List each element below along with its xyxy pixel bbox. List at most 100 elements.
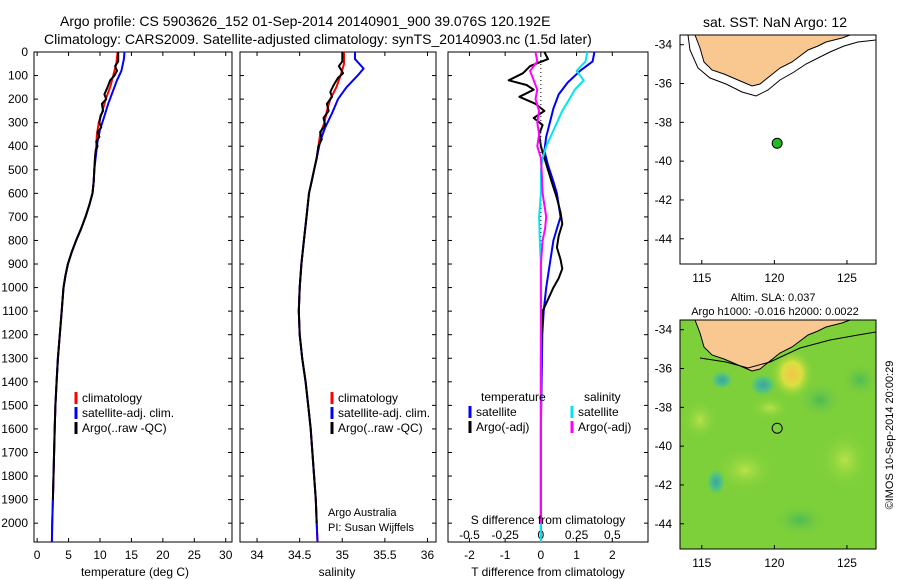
depth-tick-label: 400	[8, 139, 28, 153]
temp-xtick-label: 20	[156, 548, 170, 562]
diff-xtick-label: 1	[573, 548, 580, 562]
depth-tick-label: 1500	[1, 398, 28, 412]
diff-series-temperature-argo-adj-	[507, 51, 564, 524]
temp-legend-label: climatology	[82, 391, 142, 405]
salinity-xlabel: salinity	[319, 565, 356, 579]
location-map-shelf-contour	[687, 35, 876, 97]
location-map-panel: sat. SST: NaN Argo: 12 115 120 125 -34 -36 -3…	[655, 14, 877, 285]
difference-xlabel: T difference from climatology	[471, 565, 625, 579]
temp-xtick-label: 30	[219, 548, 233, 562]
map-ytick-label: -44	[655, 232, 673, 246]
depth-tick-label: 100	[8, 69, 28, 83]
sla-blob-lime-2	[820, 430, 870, 490]
map-xtick-label: 115	[692, 271, 711, 285]
map-ytick-label: -42	[655, 478, 673, 492]
sal-xtick-label: 35.5	[373, 548, 397, 562]
sla-blob-cool-1	[749, 373, 777, 397]
sla-blob-dark-1	[796, 380, 844, 420]
location-map-frame	[679, 34, 877, 265]
diff-xtick-label: -1	[500, 548, 511, 562]
depth-tick-label: 500	[8, 163, 28, 177]
depth-tick-label: 0	[21, 45, 28, 59]
sal-plot-frame	[239, 51, 437, 543]
diff-top-xtick-label: -0.25	[491, 528, 519, 542]
map-ytick-label: -44	[655, 517, 673, 531]
diff-legend-label: Argo(-adj)	[578, 420, 631, 434]
diff-series-salinity-argo-adj-	[529, 51, 548, 524]
map-xtick-label: 120	[764, 271, 784, 285]
temp-xtick-label: 25	[188, 548, 202, 562]
salinity-annotation-org: Argo Australia	[328, 507, 397, 519]
diff-xtick-label: 0	[538, 548, 545, 562]
depth-tick-label: 200	[8, 92, 28, 106]
sla-map-land	[694, 320, 851, 372]
temp-xtick-label: 10	[93, 548, 107, 562]
figure-title-line1: Argo profile: CS 5903626_152 01-Sep-2014…	[60, 13, 550, 29]
argo-location-marker	[771, 137, 783, 149]
sla-blob-dark-2	[770, 502, 830, 538]
diff-legend-label: satellite	[578, 405, 619, 419]
sal-xtick-label: 34.5	[288, 548, 312, 562]
depth-tick-label: 1700	[1, 445, 28, 459]
sal-legend-label: Argo(..raw -QC)	[338, 421, 423, 435]
sal-series-argo-raw-qc-	[297, 52, 345, 524]
temp-plot-frame	[33, 51, 233, 543]
salinity-panel: 34 34.5 35 35.5 36 climatologysatellite-adj. …	[239, 51, 437, 562]
map-ytick-label: -34	[655, 38, 673, 52]
map-ytick-label: -36	[655, 77, 673, 91]
map-xtick-label: 125	[837, 271, 857, 285]
map-ytick-label: -36	[655, 362, 673, 376]
map-xtick-label: 115	[692, 556, 711, 570]
difference-top-xlabel: S difference from climatology	[471, 513, 626, 527]
map-ytick-label: -34	[655, 323, 673, 337]
temp-series-argo-raw-qc-	[51, 52, 120, 500]
location-map-land	[694, 35, 851, 87]
temperature-panel: 0100200300400500600700800900100011001200…	[1, 45, 232, 562]
sla-blob-lime-3	[750, 396, 790, 420]
sla-title-line2: Argo h1000: -0.016 h2000: 0.0022	[691, 306, 859, 318]
figure-title-line2: Climatology: CARS2009. Satellite-adjuste…	[44, 31, 592, 47]
argo-location-marker	[771, 422, 783, 434]
sla-title-line1: Altim. SLA: 0.037	[731, 292, 816, 304]
sal-legend-label: climatology	[338, 391, 398, 405]
map-ytick-label: -38	[655, 115, 673, 129]
sla-map-panel: Altim. SLA: 0.037 Argo h1000: -0.016 h20…	[655, 292, 896, 570]
diff-legend-label: satellite	[476, 405, 517, 419]
depth-tick-label: 300	[8, 116, 28, 130]
map-ytick-label: -38	[655, 400, 673, 414]
diff-series-salinity-satellite	[538, 51, 589, 542]
map-ytick-label: -42	[655, 193, 673, 207]
temperature-xlabel: temperature (deg C)	[81, 565, 189, 579]
diff-top-xtick-label: 0.5	[604, 528, 621, 542]
depth-tick-label: 700	[8, 210, 28, 224]
map-ytick-label: -40	[655, 154, 673, 168]
salinity-annotation-pi: PI: Susan Wijffels	[328, 522, 414, 534]
depth-tick-label: 800	[8, 233, 28, 247]
depth-tick-label: 1100	[2, 304, 28, 318]
depth-tick-label: 1900	[1, 493, 28, 507]
depth-tick-label: 1800	[1, 469, 28, 483]
depth-tick-label: 1300	[1, 351, 28, 365]
depth-tick-label: 1400	[1, 375, 28, 389]
difference-panel: -2 -1 0 1 2-0.5 -0.25 0 0.25 0.5satelliteArgo(-a…	[447, 51, 649, 562]
map-xtick-label: 120	[764, 556, 784, 570]
sal-legend-label: satellite-adj. clim.	[338, 406, 430, 420]
depth-tick-label: 1000	[1, 281, 28, 295]
diff-top-xtick-label: -0.5	[459, 528, 480, 542]
location-map-title: sat. SST: NaN Argo: 12	[703, 14, 847, 30]
sla-blob-lime-1	[715, 448, 775, 492]
diff-xtick-label: -2	[464, 548, 475, 562]
diff-legend-title-temperature: temperature	[481, 390, 546, 404]
diff-legend-label: Argo(-adj)	[476, 420, 529, 434]
sla-map-shelf-contour	[699, 331, 876, 369]
temp-xtick-label: 5	[65, 548, 72, 562]
sla-blob-cool-2	[706, 468, 726, 496]
map-xtick-label: 125	[837, 556, 857, 570]
diff-legend-title-salinity: salinity	[584, 390, 621, 404]
depth-tick-label: 600	[8, 186, 28, 200]
temp-xtick-label: 15	[125, 548, 139, 562]
sal-xtick-label: 36	[421, 548, 435, 562]
sla-blob-lime-4	[682, 400, 718, 440]
sal-xtick-label: 35	[336, 548, 350, 562]
